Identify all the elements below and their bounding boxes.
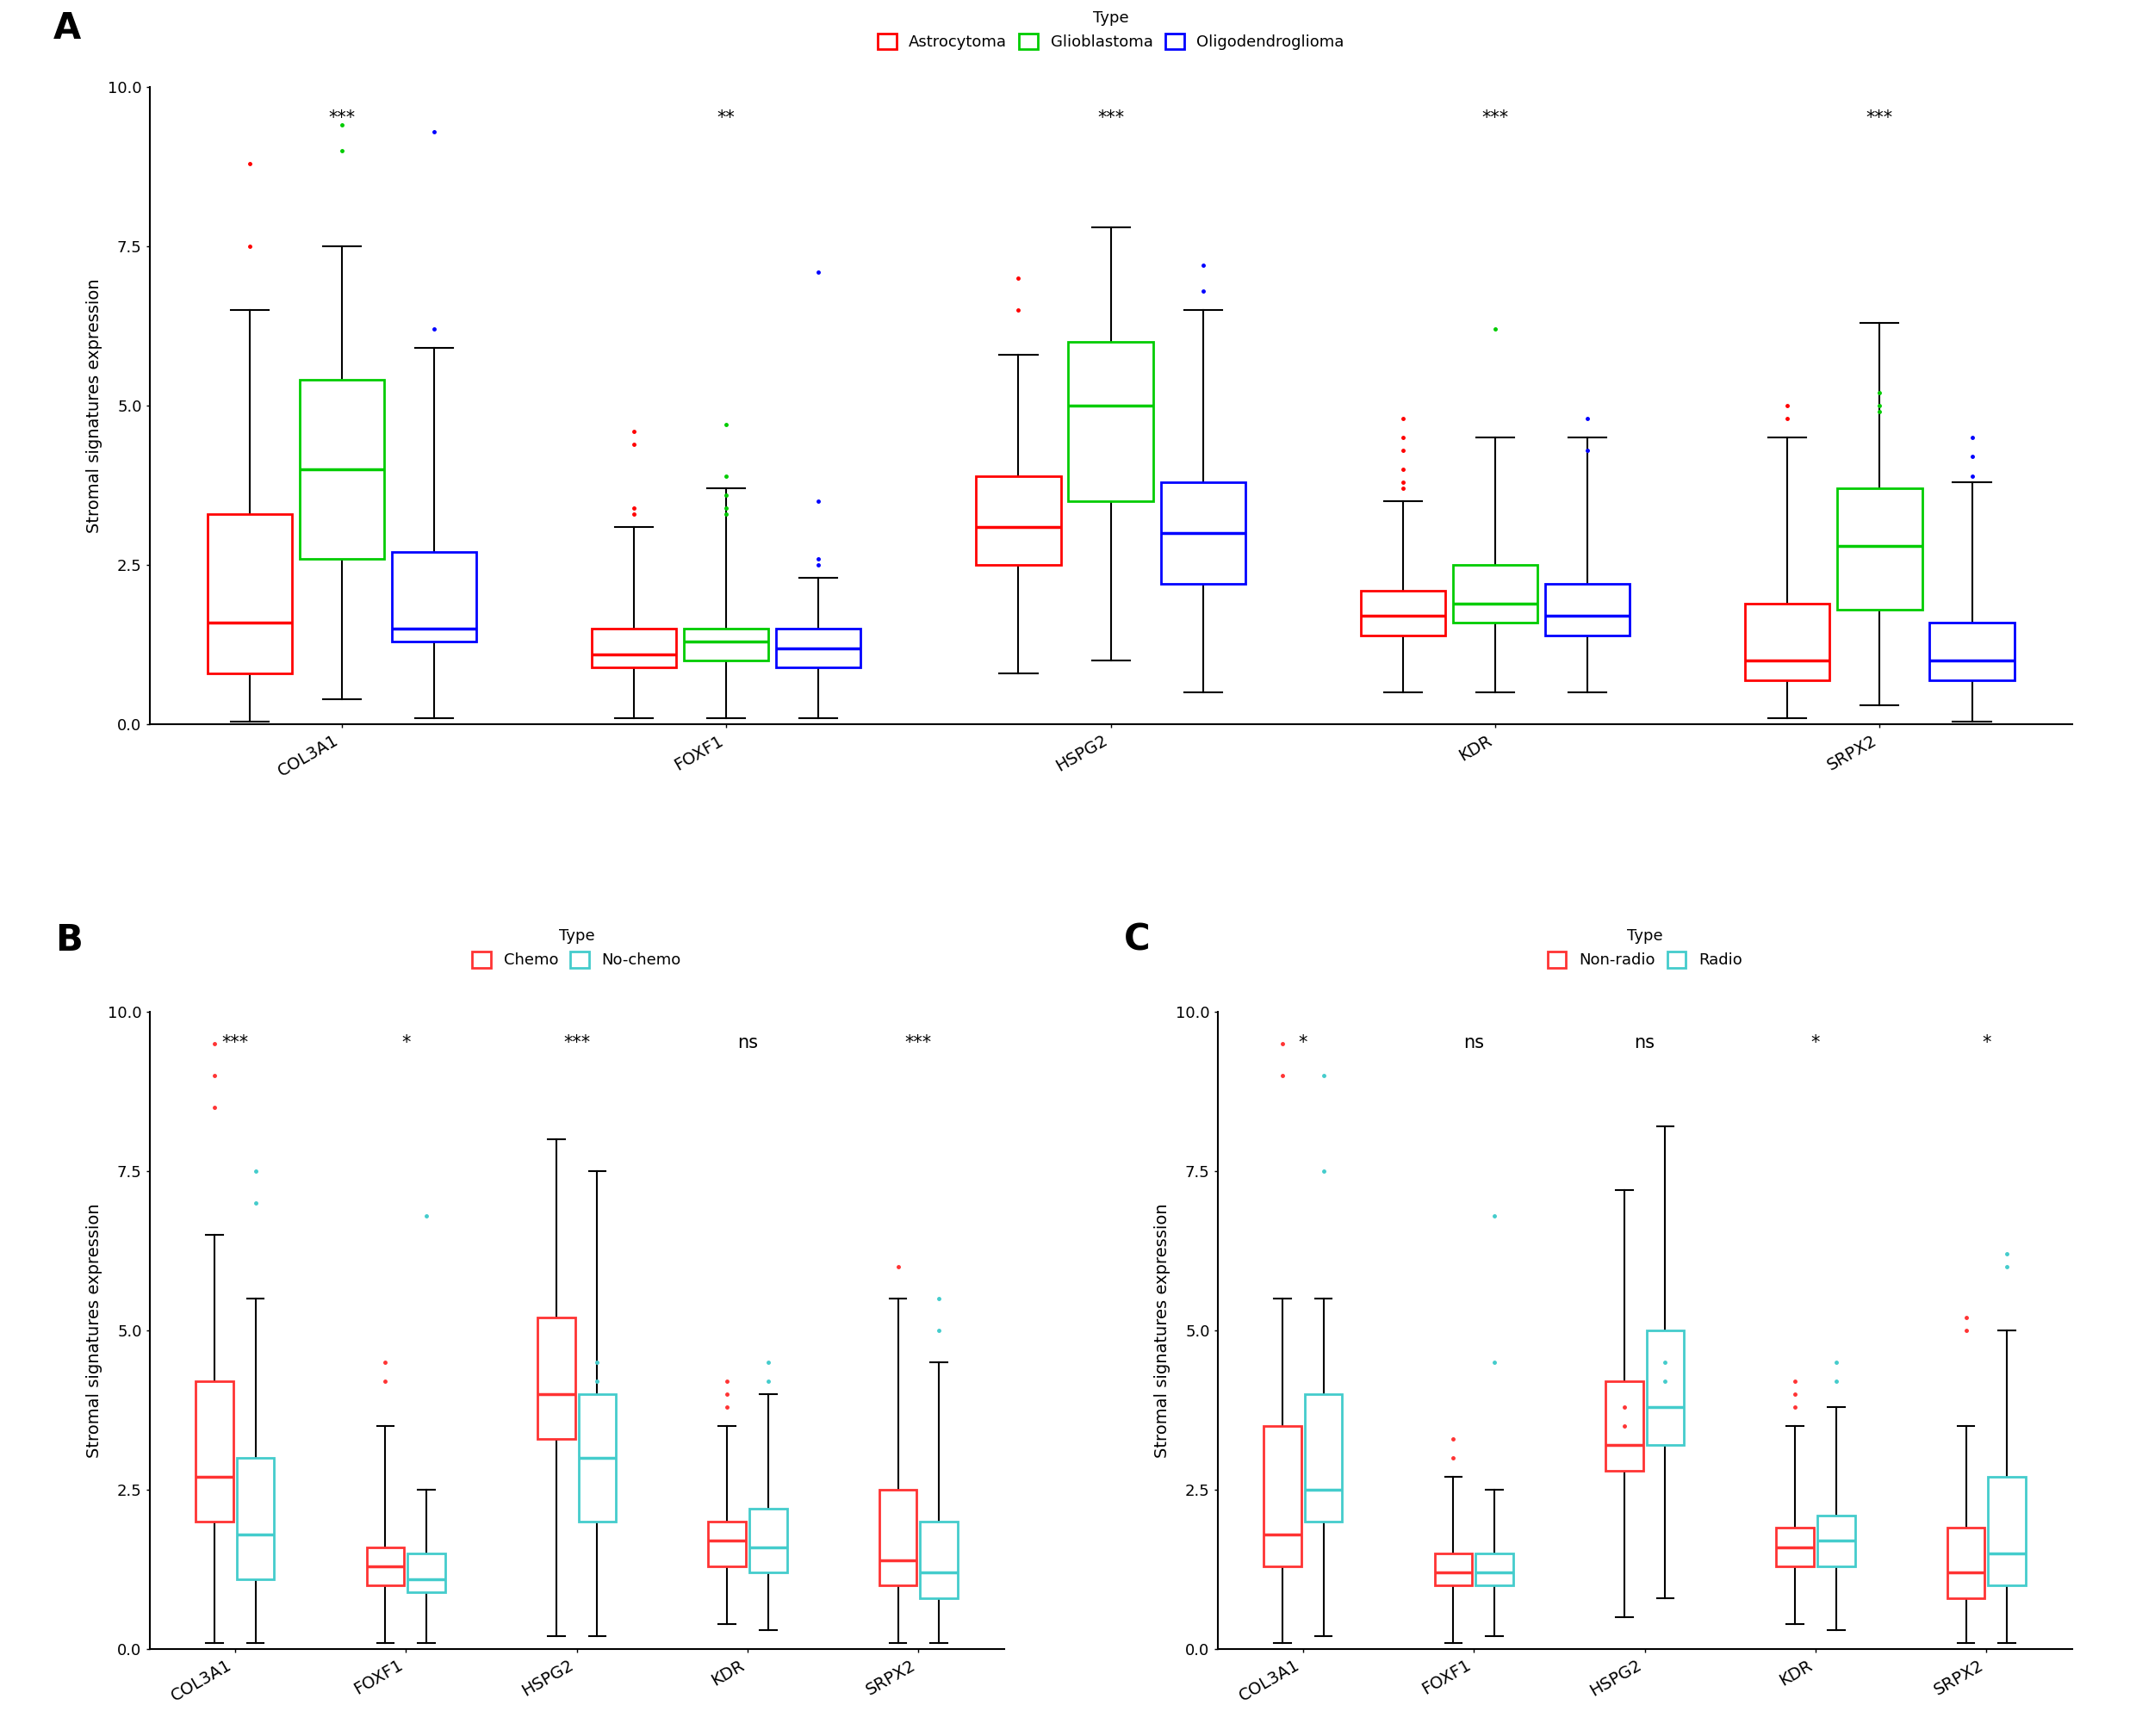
Legend: Non-radio, Radio: Non-radio, Radio	[1542, 924, 1747, 972]
Bar	[408, 1554, 444, 1592]
Bar	[367, 1547, 404, 1585]
Bar	[684, 628, 769, 661]
Bar	[299, 380, 384, 559]
Bar	[1948, 1528, 1984, 1599]
Bar	[1361, 590, 1446, 635]
Text: C: C	[1124, 922, 1149, 958]
Bar	[538, 1318, 575, 1439]
Text: ***: ***	[1098, 109, 1124, 127]
Y-axis label: Stromal signatures expression: Stromal signatures expression	[85, 278, 103, 533]
Bar	[207, 514, 293, 674]
Bar	[775, 628, 861, 667]
Text: ***: ***	[906, 1035, 931, 1050]
Bar	[1837, 488, 1922, 609]
Y-axis label: Stromal signatures expression: Stromal signatures expression	[1153, 1203, 1171, 1458]
Text: *: *	[402, 1035, 410, 1050]
Bar	[391, 552, 476, 642]
Text: ***: ***	[222, 1035, 248, 1050]
Bar	[1068, 342, 1153, 502]
Text: **: **	[718, 109, 735, 127]
Bar	[1476, 1554, 1512, 1585]
Text: ***: ***	[564, 1035, 590, 1050]
Text: ***: ***	[1482, 109, 1508, 127]
Legend: Chemo, No-chemo: Chemo, No-chemo	[468, 924, 686, 972]
Text: ns: ns	[1463, 1035, 1485, 1050]
Text: A: A	[53, 10, 81, 47]
Bar	[1989, 1477, 2025, 1585]
Text: ***: ***	[329, 109, 355, 127]
Bar	[1777, 1528, 1813, 1566]
Bar	[197, 1382, 233, 1522]
Bar	[237, 1458, 273, 1580]
Text: ***: ***	[1867, 109, 1892, 127]
Bar	[1160, 483, 1245, 585]
Bar	[1818, 1516, 1854, 1566]
Y-axis label: Stromal signatures expression: Stromal signatures expression	[85, 1203, 103, 1458]
Bar	[709, 1522, 745, 1566]
Bar	[1606, 1382, 1643, 1470]
Bar	[1305, 1394, 1341, 1522]
Legend: Astrocytoma, Glioblastoma, Oligodendroglioma: Astrocytoma, Glioblastoma, Oligodendrogl…	[874, 5, 1348, 54]
Text: *: *	[1982, 1035, 1991, 1050]
Bar	[579, 1394, 615, 1522]
Text: B: B	[56, 922, 83, 958]
Bar	[976, 476, 1062, 566]
Text: ns: ns	[737, 1035, 758, 1050]
Bar	[1452, 566, 1538, 623]
Bar	[592, 628, 677, 667]
Bar	[880, 1489, 916, 1585]
Bar	[1435, 1554, 1472, 1585]
Text: *: *	[1299, 1035, 1307, 1050]
Bar	[921, 1522, 957, 1599]
Text: ns: ns	[1634, 1035, 1655, 1050]
Bar	[1647, 1330, 1683, 1444]
Bar	[1929, 623, 2014, 681]
Bar	[1745, 604, 1831, 681]
Text: *: *	[1811, 1035, 1820, 1050]
Bar	[1265, 1425, 1301, 1566]
Bar	[1544, 585, 1630, 635]
Bar	[750, 1509, 786, 1573]
